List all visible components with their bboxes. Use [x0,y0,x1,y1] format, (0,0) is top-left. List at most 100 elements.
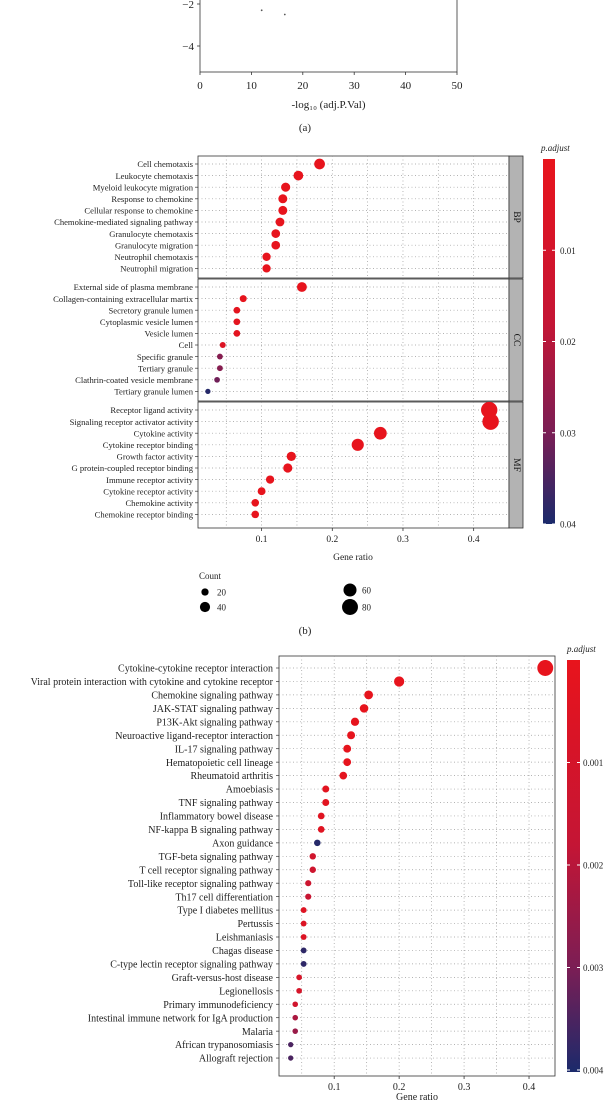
term-label: Chemokine activity [125,498,193,508]
x-axis-label: -log₁₀ (adj.P.Val) [292,99,366,111]
x-axis-label: Gene ratio [333,553,373,563]
term-dot [233,318,241,326]
pathway-label: Leishmaniasis [216,933,273,944]
volcano-point [260,9,263,12]
pathway-label: IL-17 signaling pathway [175,744,273,755]
pathway-dot [322,799,330,806]
pathway-dot [292,1028,299,1034]
x-tick-label: 50 [452,80,464,92]
facet-strip-label: MF [511,458,521,472]
x-tick-label: 0.4 [468,535,480,545]
pathway-dot [288,1055,294,1061]
panel-a-volcano-plot: 0 10 20 30 40 50 −2 −4 -log₁₀ (adj.P.Val) (a) [182,0,463,134]
facet-strip-bp [508,155,524,279]
term-dot [271,240,281,250]
facet-frame-mf [197,401,510,529]
term-label: Cellular response to chemokine [84,206,193,216]
term-dot [482,413,499,430]
panel-a-plot-frame [199,0,458,73]
panel-c-plot-frame [278,655,556,1077]
x-tick-label: 0.3 [397,535,409,545]
term-dot [205,388,211,395]
pathway-dot [292,1001,299,1008]
x-tick-label: 0.2 [393,1082,406,1093]
term-dot [251,499,260,507]
pathway-dot [537,660,554,676]
pathway-label: Inflammatory bowel disease [160,812,274,823]
term-label: Tertiary granule lumen [114,387,193,397]
y-tick-label: −2 [182,0,194,11]
term-dot [265,475,275,484]
colorbar-tick-label: 0.03 [560,428,576,438]
colorbar-tick-label: 0.002 [583,861,603,871]
colorbar-title: p.adjust [540,143,570,153]
size-legend-label: 80 [362,603,372,613]
term-label: Cell [179,340,194,350]
pathway-label: P13K-Akt signaling pathway [156,717,273,728]
term-dot [275,217,285,227]
pathway-dot [296,987,302,994]
term-dot [233,306,241,314]
pathway-dot [364,690,374,700]
pathway-dot [359,704,369,713]
pathway-dot [317,826,325,833]
x-axis-label: Gene ratio [396,1092,438,1103]
facet-strip-label: CC [511,334,521,347]
term-dot [286,451,296,462]
term-label: Clathrin-coated vesicle membrane [75,375,193,385]
pathway-label: Rheumatoid arthritis [191,771,274,782]
facet-frame-bp [197,155,510,279]
term-label: Leukocyte chemotaxis [115,171,193,181]
x-tick-label: 20 [297,80,309,92]
pathway-dot [305,880,312,887]
pathway-label: JAK-STAT signaling pathway [153,704,273,715]
term-dot [314,158,325,170]
x-tick-label: 0 [197,80,203,92]
pathway-label: Type I diabetes mellitus [177,906,273,917]
pathway-label: Intestinal immune network for IgA produc… [88,1013,273,1024]
pathway-label: Primary immunodeficiency [163,1000,273,1011]
pathway-dot [300,907,307,914]
term-dot [251,510,260,519]
term-label: Cytokine activity [134,428,194,438]
term-dot [296,282,307,292]
x-tick-label: 0.1 [256,535,268,545]
size-legend-dot [201,588,209,596]
pathway-label: Th17 cell differentiation [175,892,273,903]
x-tick-label: 40 [400,80,412,92]
pathway-dot [300,920,307,927]
colorbar [567,660,580,1072]
pathway-label: Allograft rejection [199,1054,273,1065]
colorbar-tick-label: 0.02 [560,337,576,347]
pathway-label: Chagas disease [212,946,273,957]
pathway-dot [288,1041,294,1048]
term-dot [216,365,223,372]
x-tick-label: 0.3 [458,1082,471,1093]
pathway-dot [300,947,307,954]
term-dot [239,295,247,303]
pathway-dot [343,758,352,767]
term-dot [262,252,271,261]
term-label: Neutrophil chemotaxis [114,252,193,262]
term-dot [214,376,220,383]
pathway-label: Toll-like receptor signaling pathway [128,879,273,890]
pathway-label: TGF-beta signaling pathway [159,852,273,863]
term-label: Receptor ligand activity [110,405,193,415]
pathway-dot [347,731,356,740]
colorbar-tick-label: 0.01 [560,246,576,256]
term-label: Granulocyte migration [115,240,194,250]
facet-strip-mf [508,401,524,529]
term-label: Secretory granule lumen [109,305,194,315]
term-dot [216,353,223,360]
x-tick-label: 0.1 [328,1082,341,1093]
term-dot [373,426,387,440]
term-dot [233,330,241,337]
term-label: Chemokine receptor binding [95,510,194,520]
pathway-dot [350,717,360,726]
x-tick-label: 0.4 [523,1082,536,1093]
pathway-label: C-type lectin receptor signaling pathway [110,960,273,971]
pathway-dot [322,785,330,793]
facet-strip-cc [508,278,524,402]
panel-c-kegg-dotplot: Cytokine-cytokine receptor interaction Vi… [31,644,604,1103]
